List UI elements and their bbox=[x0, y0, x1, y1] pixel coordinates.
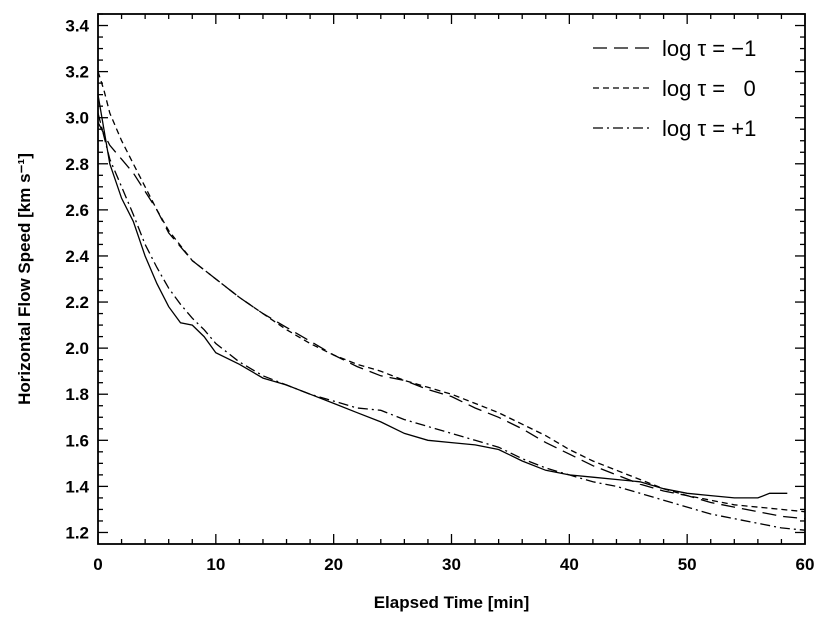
y-axis-title: Horizontal Flow Speed [km s⁻¹] bbox=[15, 153, 34, 405]
y-tick-label: 2.2 bbox=[65, 293, 89, 312]
legend-label: log τ = 0 bbox=[662, 76, 756, 101]
x-tick-label: 20 bbox=[324, 555, 343, 574]
x-axis-title: Elapsed Time [min] bbox=[374, 593, 530, 612]
x-tick-label: 60 bbox=[796, 555, 815, 574]
plot-lines bbox=[97, 71, 806, 531]
y-tick-label: 3.4 bbox=[65, 17, 89, 36]
y-tick-label: 1.4 bbox=[65, 477, 89, 496]
y-tick-label: 1.6 bbox=[65, 431, 89, 450]
series-line-3 bbox=[97, 71, 806, 513]
y-tick-label: 3.0 bbox=[65, 109, 89, 128]
legend: log τ = −1 log τ = 0 log τ = +1 bbox=[593, 36, 756, 141]
legend-label: log τ = +1 bbox=[662, 116, 756, 141]
y-tick-label: 2.8 bbox=[65, 155, 89, 174]
series-line-4 bbox=[97, 112, 806, 531]
series-line-1 bbox=[97, 94, 788, 499]
y-tick-label: 1.2 bbox=[65, 523, 89, 542]
x-tick-label: 10 bbox=[206, 555, 225, 574]
y-tick-label: 2.4 bbox=[65, 247, 89, 266]
tick-labels: 0 10 20 30 40 50 60 1.2 1.4 1.6 1.8 2.0 2.2 2.4 2.6 2.8… bbox=[65, 17, 814, 574]
x-tick-label: 0 bbox=[93, 555, 102, 574]
x-tick-label: 40 bbox=[560, 555, 579, 574]
legend-label: log τ = −1 bbox=[662, 36, 756, 61]
y-tick-label: 1.8 bbox=[65, 385, 89, 404]
y-tick-label: 2.6 bbox=[65, 201, 89, 220]
x-tick-label: 30 bbox=[442, 555, 461, 574]
x-tick-label: 50 bbox=[678, 555, 697, 574]
y-tick-label: 3.2 bbox=[65, 63, 89, 82]
axis-ticks bbox=[97, 13, 806, 544]
y-tick-label: 2.0 bbox=[65, 339, 89, 358]
series-line-2 bbox=[97, 122, 806, 520]
